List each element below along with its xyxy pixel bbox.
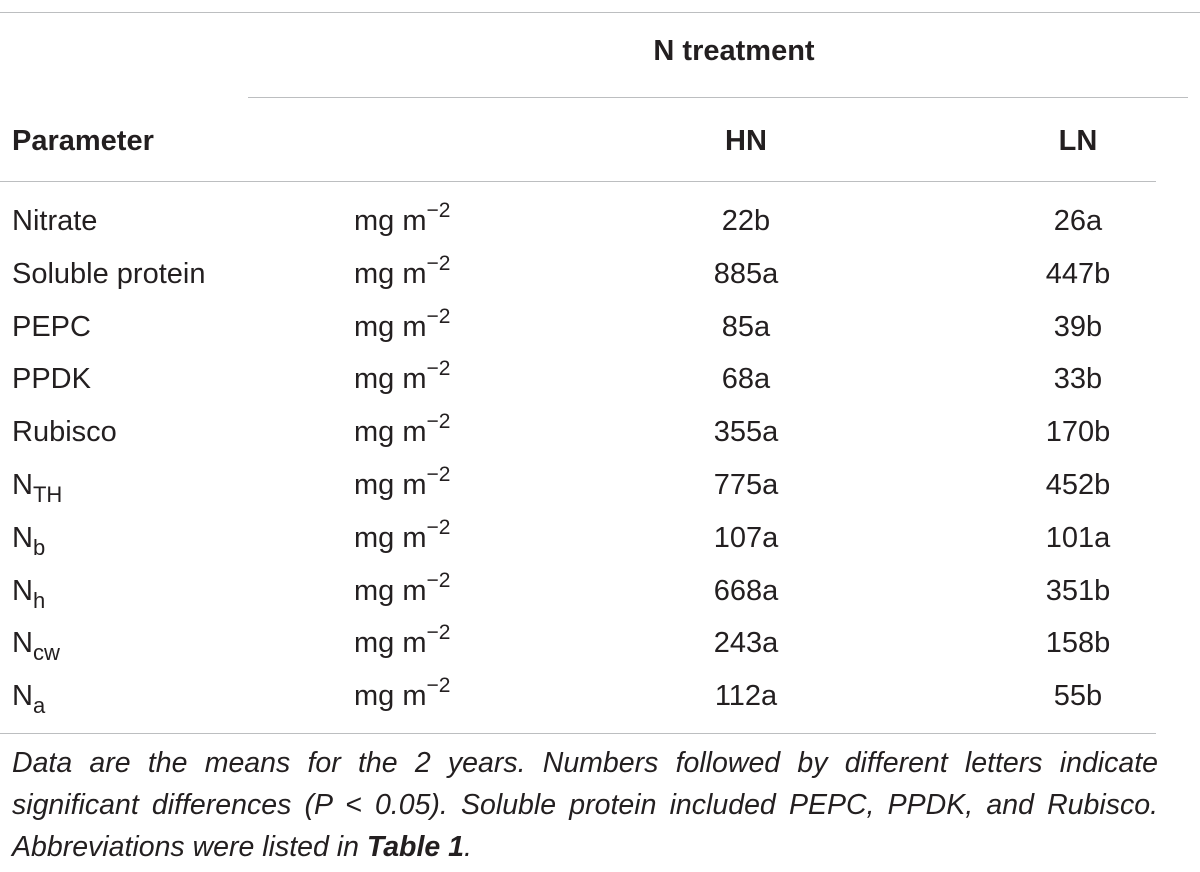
parameter-name: PPDK — [12, 363, 91, 396]
parameter-cell: Nh — [12, 568, 45, 616]
unit-exponent: −2 — [426, 199, 451, 222]
ln-value-cell: 351b — [1045, 574, 1111, 607]
table-bottom-rule — [0, 733, 1156, 734]
hn-value-cell: 107a — [713, 521, 779, 554]
ln-value-cell: 39b — [1053, 310, 1103, 343]
unit-cell: mg m−2 — [354, 515, 450, 564]
column-header-ln: LN — [1058, 125, 1098, 157]
footnote-table-reference: Table 1 — [366, 831, 465, 863]
unit-base: mg m — [354, 521, 427, 554]
column-header-hn: HN — [725, 125, 767, 157]
unit-exponent: −2 — [426, 304, 451, 328]
hn-value-cell: 355a — [713, 416, 779, 449]
parameter-cell: Soluble protein — [12, 251, 205, 297]
parameter-name: Nitrate — [12, 205, 98, 237]
hn-value-cell: 68a — [721, 363, 771, 396]
table-top-rule — [0, 12, 1200, 13]
hn-value-cell: 85a — [721, 310, 771, 343]
table-row: NTH mg m−2 775a 452b — [0, 458, 1200, 511]
ln-value-cell: 452b — [1045, 468, 1111, 501]
parameter-cell: Nb — [12, 515, 45, 563]
parameter-name: Soluble protein — [12, 257, 206, 290]
table-row: Nh mg m−2 668a 351b — [0, 564, 1200, 617]
unit-base: mg m — [354, 205, 427, 237]
table-footnote: Data are the means for the 2 years. Numb… — [12, 742, 1158, 868]
parameter-name: Rubisco — [12, 416, 117, 449]
table-row: Na mg m−2 112a 55b — [0, 669, 1200, 722]
unit-cell: mg m−2 — [354, 409, 450, 458]
parameter-cell: Ncw — [12, 620, 60, 668]
ln-value-cell: 33b — [1053, 363, 1103, 396]
unit-cell: mg m−2 — [354, 568, 450, 617]
parameter-name: PEPC — [12, 310, 91, 343]
ln-value-cell: 158b — [1045, 627, 1111, 660]
hn-value-cell: 885a — [713, 257, 779, 290]
unit-base: mg m — [354, 310, 427, 343]
hn-value-cell: 112a — [714, 680, 778, 713]
hn-value-cell: 775a — [713, 468, 779, 501]
parameter-name: N — [12, 574, 33, 607]
table-row: Rubisco mg m−2 355a 170b — [0, 405, 1200, 458]
parameter-name: N — [12, 521, 33, 554]
table-row: Nb mg m−2 107a 101a — [0, 511, 1200, 564]
unit-exponent: −2 — [426, 515, 451, 539]
hn-value-cell: 243a — [713, 627, 779, 660]
unit-exponent: −2 — [426, 621, 451, 645]
unit-exponent: −2 — [426, 674, 451, 698]
ln-value-cell: 26a — [1053, 205, 1103, 237]
footnote-end: . — [464, 831, 472, 863]
table-row: Ncw mg m−2 243a 158b — [0, 616, 1200, 669]
parameter-cell: NTH — [12, 462, 62, 510]
unit-exponent: −2 — [426, 568, 451, 592]
hn-value-cell: 668a — [713, 574, 779, 607]
parameter-subscript: TH — [32, 481, 63, 507]
parameter-name: N — [12, 468, 33, 501]
unit-cell: mg m−2 — [354, 251, 450, 300]
parameter-cell: Nitrate — [12, 198, 97, 244]
parameter-cell: PPDK — [12, 356, 91, 402]
unit-cell: mg m−2 — [354, 462, 450, 511]
unit-exponent: −2 — [426, 357, 451, 381]
unit-cell: mg m−2 — [354, 198, 450, 247]
ln-value-cell: 447b — [1045, 257, 1111, 290]
table-header-rule — [0, 181, 1156, 182]
n-treatment-heading: N treatment — [653, 35, 815, 67]
ln-value-cell: 55b — [1053, 680, 1103, 713]
unit-exponent: −2 — [426, 410, 451, 434]
unit-base: mg m — [354, 680, 427, 713]
parameter-subscript: a — [32, 693, 46, 719]
group-heading-rule — [248, 97, 1188, 98]
group-heading: N treatment — [248, 28, 1200, 74]
parameter-name: N — [12, 680, 33, 713]
table-row: PPDK mg m−2 68a 33b — [0, 352, 1200, 405]
unit-base: mg m — [354, 363, 427, 396]
unit-base: mg m — [354, 627, 427, 660]
table-row: Soluble protein mg m−2 885a 447b — [0, 247, 1200, 300]
parameter-cell: PEPC — [12, 304, 91, 350]
parameter-subscript: cw — [32, 640, 60, 666]
unit-base: mg m — [354, 416, 427, 449]
ln-value-cell: 170b — [1045, 416, 1111, 449]
hn-value-cell: 22b — [721, 205, 771, 237]
unit-cell: mg m−2 — [354, 673, 450, 722]
unit-exponent: −2 — [426, 251, 451, 275]
parameter-subscript: h — [32, 587, 46, 613]
parameter-cell: Na — [12, 673, 45, 721]
unit-exponent: −2 — [426, 462, 451, 486]
table-row: PEPC mg m−2 85a 39b — [0, 300, 1200, 353]
parameter-cell: Rubisco — [12, 409, 117, 455]
unit-cell: mg m−2 — [354, 356, 450, 405]
parameter-subscript: b — [32, 534, 46, 560]
parameter-name: N — [12, 627, 33, 660]
ln-value-cell: 101a — [1045, 521, 1111, 554]
table-body: Nitrate mg m−2 22b 26a Soluble protein mg m−2… — [0, 194, 1200, 722]
table-row: Nitrate mg m−2 22b 26a — [0, 194, 1200, 247]
unit-cell: mg m−2 — [354, 620, 450, 669]
unit-base: mg m — [354, 574, 427, 607]
unit-base: mg m — [354, 468, 427, 501]
unit-base: mg m — [354, 257, 427, 290]
unit-cell: mg m−2 — [354, 304, 450, 353]
footnote-text: Data are the means for the 2 years. Numb… — [12, 747, 1158, 863]
column-header-parameter: Parameter — [12, 125, 154, 157]
